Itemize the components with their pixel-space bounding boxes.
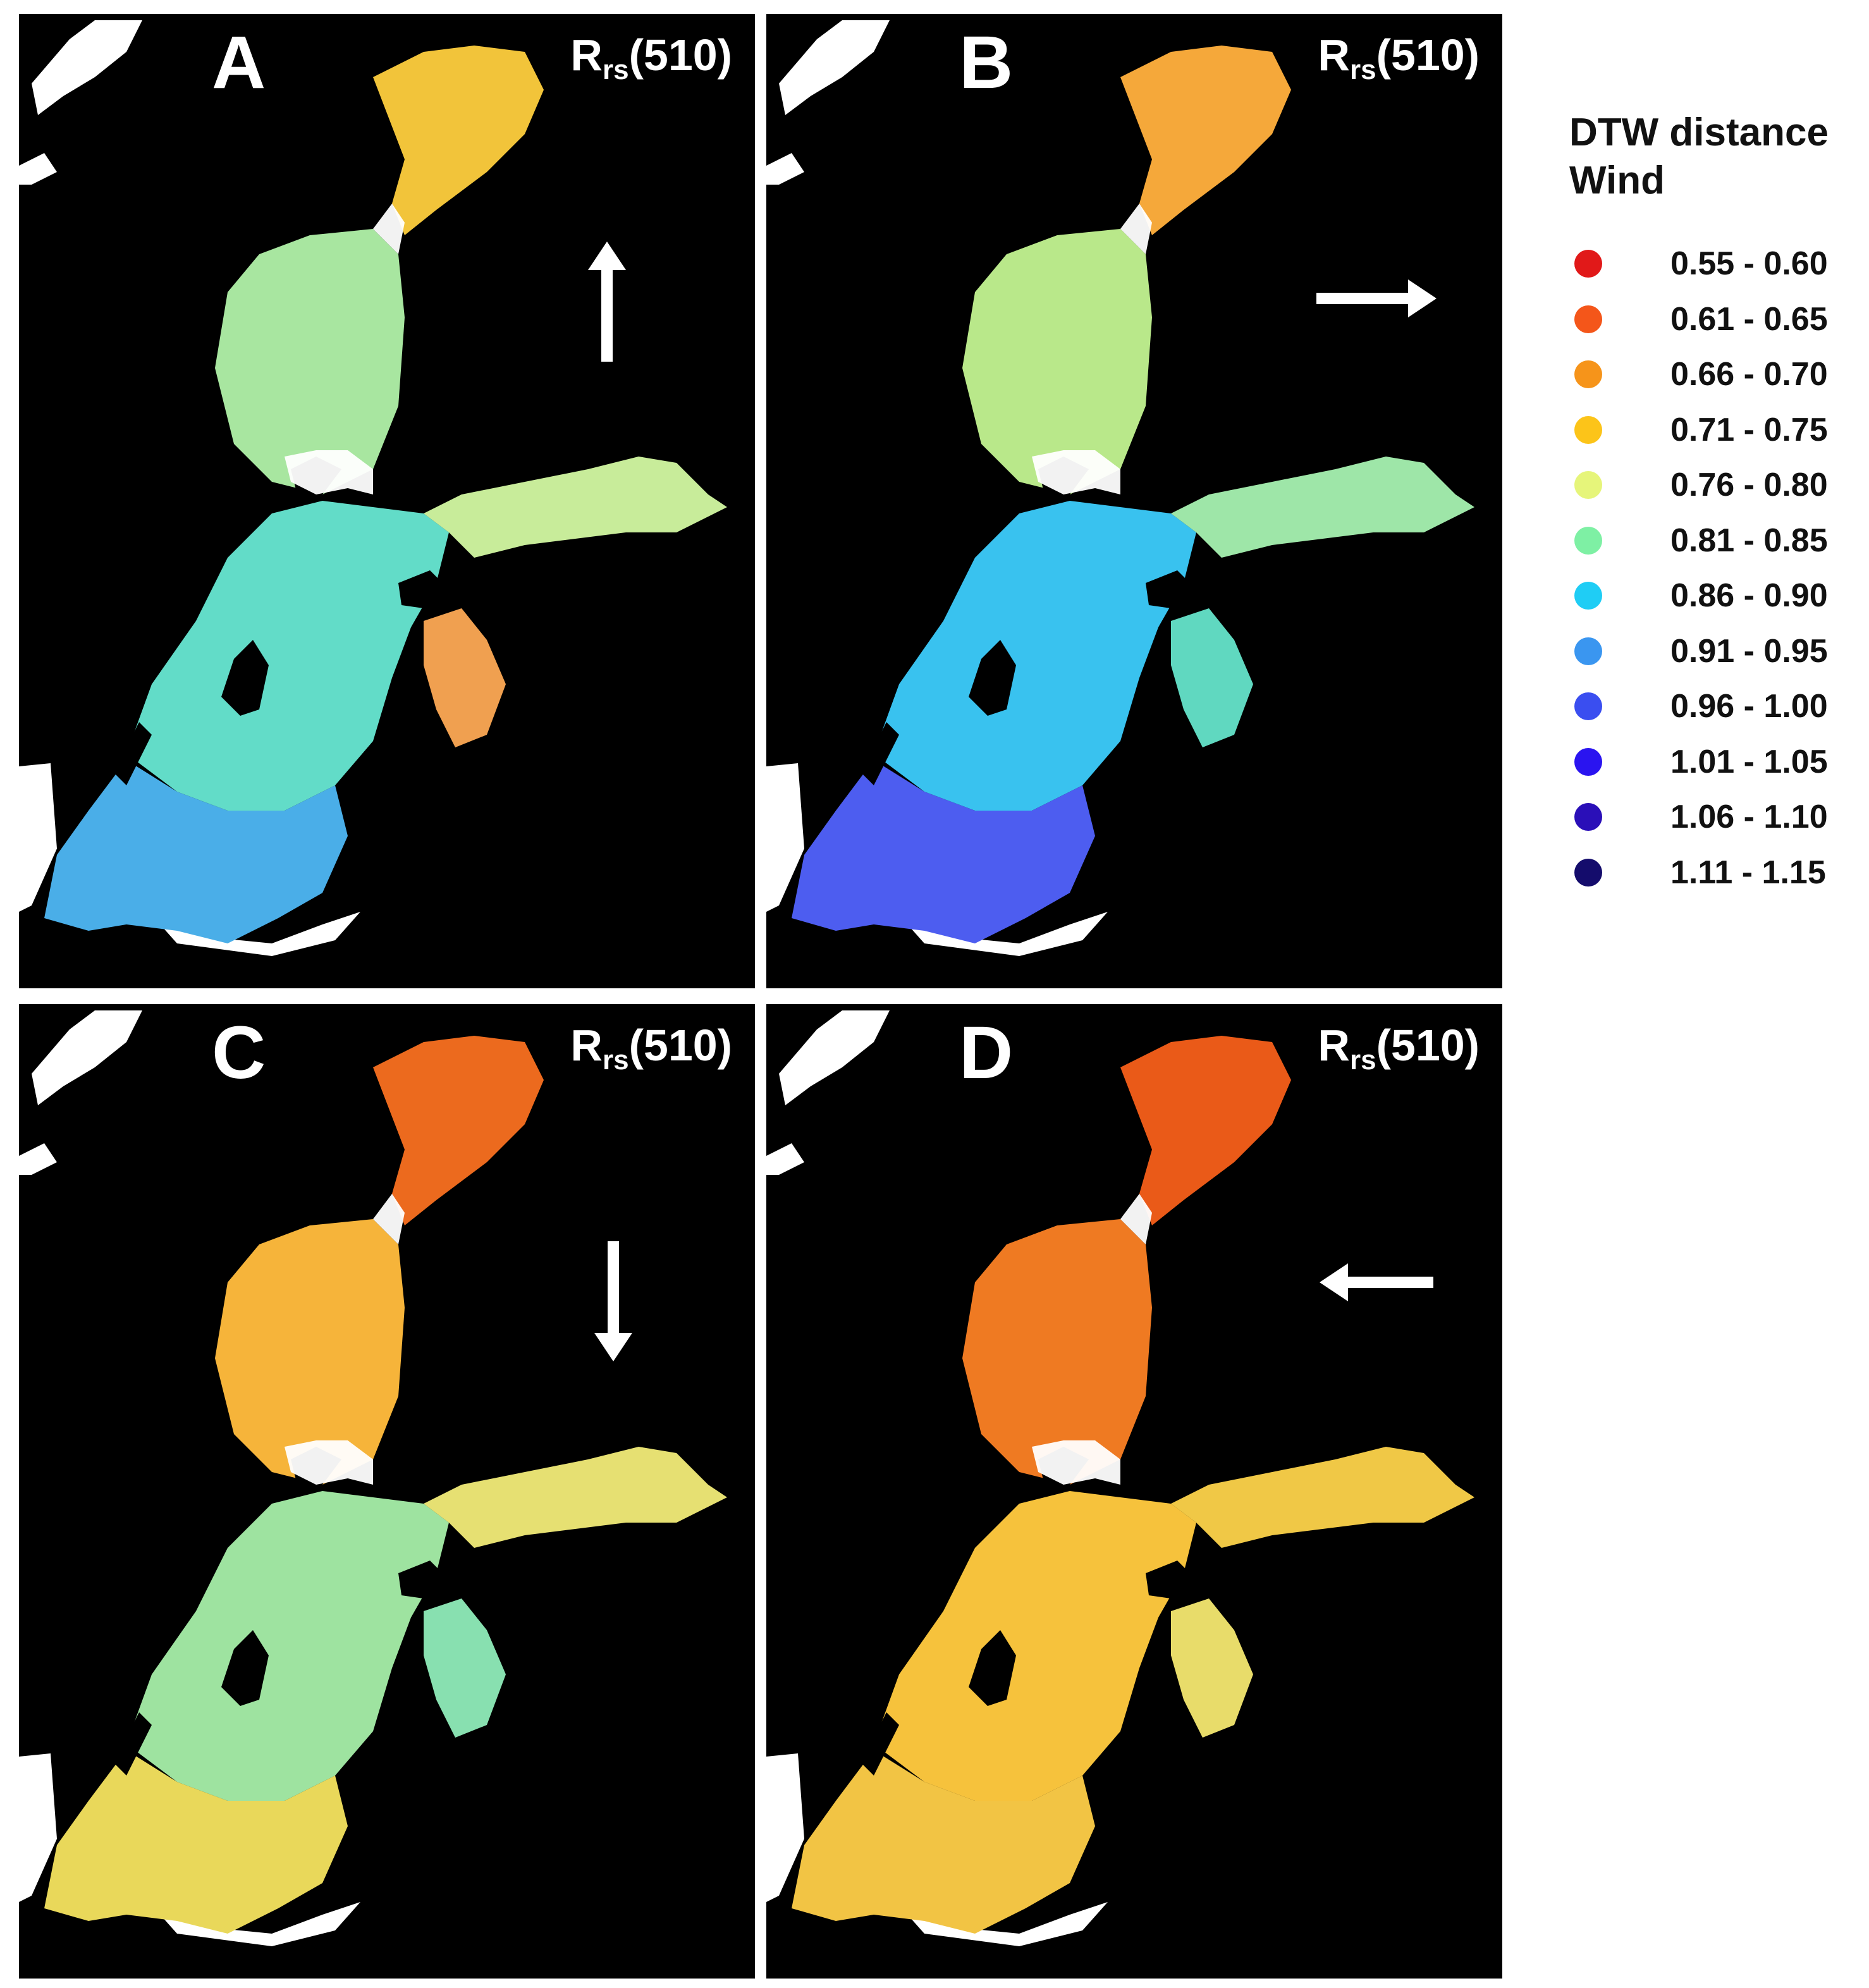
legend-item: 0.55 - 0.60	[1569, 241, 1860, 297]
legend-label: 0.66 - 0.70	[1670, 356, 1828, 393]
legend-swatch	[1574, 747, 1602, 776]
wind-down-arrow-icon	[594, 1241, 632, 1361]
legend-swatch	[1574, 250, 1602, 278]
basin-region	[373, 1036, 544, 1225]
basin-region	[424, 1598, 506, 1738]
legend-list: 0.55 - 0.60 0.61 - 0.65 0.66 - 0.70 0.71 - …	[1569, 241, 1860, 905]
basin-region	[874, 501, 1196, 811]
basin-region	[126, 1491, 449, 1801]
panel-letter: C	[212, 1011, 266, 1095]
legend-swatch	[1574, 471, 1602, 500]
basin-region	[792, 1750, 1095, 1934]
legend-item: 1.11 - 1.15	[1569, 850, 1860, 905]
basin-region	[373, 46, 544, 235]
basin-region	[424, 1447, 727, 1548]
map-panel-c: C Rrs(510)	[19, 1004, 755, 1979]
legend: DTW distance Wind 0.55 - 0.60 0.61 - 0.65…	[1569, 109, 1860, 905]
basin-region	[874, 1491, 1196, 1801]
baltic-sea-map	[766, 20, 1474, 956]
variable-label: Rrs(510)	[570, 1021, 732, 1076]
legend-item: 0.91 - 0.95	[1569, 629, 1860, 684]
legend-item: 0.76 - 0.80	[1569, 462, 1860, 518]
baltic-sea-map	[19, 20, 727, 956]
legend-label: 1.11 - 1.15	[1670, 854, 1826, 891]
baltic-sea-map	[766, 1010, 1474, 1946]
basin-region	[1171, 1447, 1474, 1548]
panel-letter: A	[212, 21, 266, 104]
legend-label: 0.55 - 0.60	[1670, 245, 1828, 283]
basin-region	[962, 1219, 1152, 1485]
variable-label: Rrs(510)	[1318, 1021, 1480, 1076]
wind-right-arrow-icon	[1316, 279, 1437, 317]
legend-swatch	[1574, 415, 1602, 444]
legend-label: 0.76 - 0.80	[1670, 467, 1828, 504]
basin-region	[1171, 457, 1474, 558]
legend-swatch	[1574, 360, 1602, 389]
legend-swatch	[1574, 803, 1602, 831]
basin-region	[962, 229, 1152, 494]
legend-item: 1.06 - 1.10	[1569, 794, 1860, 850]
legend-item: 0.86 - 0.90	[1569, 573, 1860, 629]
legend-title: DTW distance Wind	[1569, 111, 1829, 202]
legend-item: 0.61 - 0.65	[1569, 297, 1860, 352]
legend-swatch	[1574, 637, 1602, 665]
legend-swatch	[1574, 526, 1602, 555]
basin-region	[215, 1219, 405, 1485]
map-panel-d: D Rrs(510)	[766, 1004, 1502, 1979]
legend-label: 0.61 - 0.65	[1670, 300, 1828, 338]
basin-region	[1120, 1036, 1291, 1225]
legend-swatch	[1574, 692, 1602, 721]
legend-label: 0.71 - 0.75	[1670, 411, 1828, 448]
legend-label: 1.01 - 1.05	[1670, 743, 1828, 780]
variable-label: Rrs(510)	[570, 30, 732, 85]
wind-up-arrow-icon	[588, 242, 626, 362]
map-panel-b: B Rrs(510)	[766, 14, 1502, 988]
basin-region	[215, 229, 405, 494]
basin-region	[792, 760, 1095, 943]
legend-swatch	[1574, 582, 1602, 610]
legend-swatch	[1574, 305, 1602, 333]
basin-region	[44, 760, 348, 943]
legend-label: 0.86 - 0.90	[1670, 577, 1828, 615]
legend-label: 0.81 - 0.85	[1670, 522, 1828, 559]
basin-region	[424, 457, 727, 558]
wind-left-arrow-icon	[1320, 1263, 1433, 1301]
baltic-sea-map	[19, 1010, 727, 1946]
legend-label: 0.96 - 1.00	[1670, 688, 1828, 725]
basin-region	[1171, 1598, 1253, 1738]
legend-item: 0.81 - 0.85	[1569, 518, 1860, 574]
variable-label: Rrs(510)	[1318, 30, 1480, 85]
legend-item: 0.71 - 0.75	[1569, 407, 1860, 463]
panel-letter: D	[959, 1011, 1014, 1095]
panel-letter: B	[959, 21, 1014, 104]
legend-item: 0.96 - 1.00	[1569, 684, 1860, 739]
legend-label: 1.06 - 1.10	[1670, 799, 1828, 836]
legend-item: 1.01 - 1.05	[1569, 739, 1860, 795]
legend-label: 0.91 - 0.95	[1670, 632, 1828, 670]
legend-item: 0.66 - 0.70	[1569, 352, 1860, 407]
basin-region	[44, 1750, 348, 1934]
basin-region	[1171, 608, 1253, 747]
legend-swatch	[1574, 858, 1602, 887]
map-panel-a: A Rrs(510)	[19, 14, 755, 988]
basin-region	[424, 608, 506, 747]
basin-region	[126, 501, 449, 811]
basin-region	[1120, 46, 1291, 235]
